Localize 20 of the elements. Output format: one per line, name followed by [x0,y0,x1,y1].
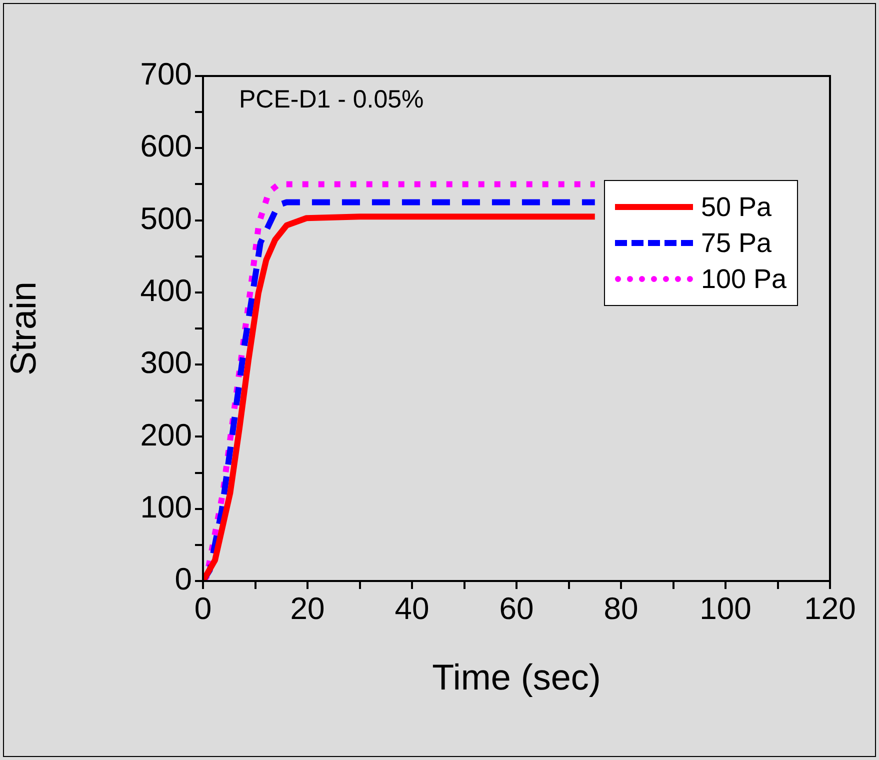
x-tick-label: 20 [290,591,325,626]
x-axis-title: Time (sec) [432,656,601,698]
y-tick-label: 700 [140,56,192,92]
x-tick-label: 40 [394,591,430,626]
legend-label: 75 Pa [701,227,772,260]
y-tick-label: 400 [140,272,192,308]
annotation: PCE-D1 - 0.05% [239,85,424,114]
y-axis-title: Strain [2,281,44,376]
x-tick-label: 120 [804,591,856,626]
y-tick-label: 0 [174,562,192,597]
legend-label: 100 Pa [701,263,787,296]
x-tick-label: 60 [499,591,534,626]
x-tick-label: 80 [604,591,638,626]
x-tick-label: 100 [700,591,752,626]
y-tick-label: 200 [140,417,192,452]
y-tick-label: 300 [140,345,192,380]
y-tick-label: 100 [140,489,192,524]
y-tick-label: 500 [140,200,192,236]
legend-label: 50 Pa [701,191,772,224]
y-tick-label: 600 [140,128,192,164]
